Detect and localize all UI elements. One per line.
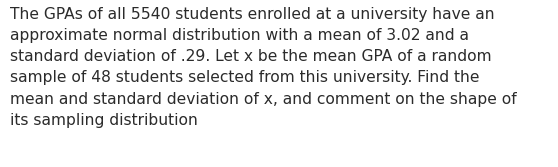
Text: The GPAs of all 5540 students enrolled at a university have an
approximate norma: The GPAs of all 5540 students enrolled a… [10, 7, 517, 128]
